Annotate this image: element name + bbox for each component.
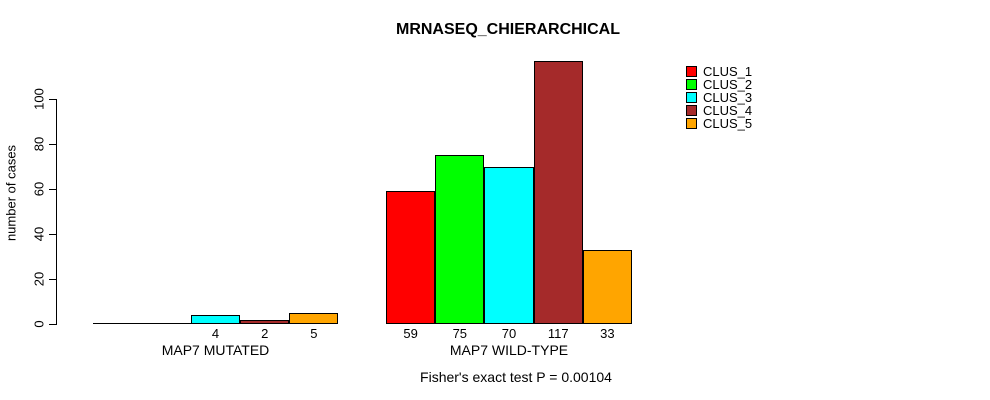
- legend-swatch-clus_2: [686, 79, 697, 90]
- bar-value-label: 5: [310, 326, 318, 341]
- bar-value-label: 70: [501, 326, 517, 341]
- y-axis-tick: [49, 234, 57, 235]
- pvalue-annotation: Fisher's exact test P = 0.00104: [420, 369, 612, 385]
- legend-item-clus_1: CLUS_1: [686, 64, 753, 79]
- y-axis-tick: [49, 324, 57, 325]
- chart-title: MRNASEQ_CHIERARCHICAL: [395, 21, 621, 38]
- bar-value-label: 2: [261, 326, 269, 341]
- bar-value-label: 75: [452, 326, 468, 341]
- bar-clus_1: [386, 191, 436, 324]
- y-axis-tick-label: 40: [31, 226, 47, 242]
- zero-bar-clus_2: [141, 323, 191, 324]
- legend-label: CLUS_5: [703, 116, 753, 131]
- y-axis-line: [56, 99, 57, 325]
- y-axis-tick: [49, 279, 57, 280]
- legend-swatch-clus_3: [686, 92, 697, 103]
- y-axis-tick: [49, 189, 57, 190]
- bar-value-label: 4: [211, 326, 220, 341]
- y-axis-tick-label: 0: [31, 320, 47, 328]
- bar-value-label: 117: [547, 326, 569, 341]
- legend-swatch-clus_1: [686, 66, 697, 77]
- y-axis-label: number of cases: [3, 144, 19, 242]
- legend-label: CLUS_2: [703, 77, 753, 92]
- legend-label: CLUS_1: [703, 64, 753, 79]
- legend-item-clus_5: CLUS_5: [686, 116, 753, 131]
- y-axis-tick-label: 100: [31, 88, 47, 110]
- legend: CLUS_1 CLUS_2 CLUS_3 CLUS_4 CLUS_5: [686, 64, 753, 131]
- bar-value-label: 59: [403, 326, 418, 341]
- legend-swatch-clus_4: [686, 105, 697, 116]
- bar-clus_4: [533, 60, 583, 324]
- bar-clus_5: [582, 249, 632, 324]
- category-label: MAP7 MUTATED: [161, 342, 270, 358]
- category-label: MAP7 WILD-TYPE: [449, 342, 569, 358]
- y-axis-tick-label: 60: [31, 181, 47, 197]
- legend-item-clus_4: CLUS_4: [686, 103, 753, 118]
- bar-clus_2: [435, 155, 485, 324]
- bar-clus_3: [190, 315, 241, 324]
- bar-clus_5: [289, 312, 339, 324]
- bar-clus_3: [484, 166, 534, 324]
- legend-item-clus_2: CLUS_2: [686, 77, 753, 92]
- legend-label: CLUS_3: [703, 90, 753, 105]
- legend-label: CLUS_4: [703, 103, 753, 118]
- legend-item-clus_3: CLUS_3: [686, 90, 753, 105]
- y-axis-tick-label: 20: [31, 271, 47, 287]
- bar-clus_4: [240, 319, 290, 324]
- y-axis-tick: [49, 144, 57, 145]
- bar-value-label: 33: [600, 326, 615, 341]
- y-axis-tick: [49, 99, 57, 100]
- legend-swatch-clus_5: [686, 118, 697, 129]
- y-axis-tick-label: 80: [31, 136, 47, 152]
- zero-bar-clus_1: [92, 323, 142, 324]
